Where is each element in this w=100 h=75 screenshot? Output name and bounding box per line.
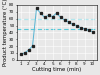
Y-axis label: Product temperature (°C): Product temperature (°C): [4, 0, 8, 66]
X-axis label: Cutting time (min): Cutting time (min): [32, 67, 81, 72]
